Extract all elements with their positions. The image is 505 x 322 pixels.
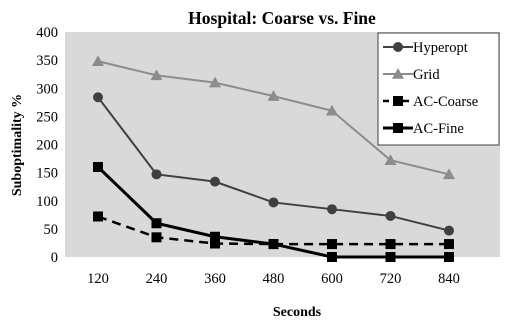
data-point <box>444 252 454 262</box>
data-point <box>384 154 397 166</box>
series-ac-fine <box>93 162 454 262</box>
y-tick-label: 300 <box>36 81 58 97</box>
series-grid <box>92 55 455 180</box>
x-tick-label: 720 <box>380 271 402 287</box>
legend-label: Grid <box>413 67 440 83</box>
legend-label: AC-Coarse <box>413 94 478 110</box>
data-point <box>151 169 162 180</box>
y-tick-label: 400 <box>36 25 58 41</box>
x-tick-label: 120 <box>87 271 109 287</box>
legend-swatch-marker <box>392 68 404 79</box>
data-point <box>443 168 455 180</box>
legend-swatch-marker <box>393 123 403 133</box>
legend-entry: Hyperopt <box>383 40 468 56</box>
data-point <box>210 176 220 187</box>
data-point <box>210 238 220 249</box>
legend: Hyperopt Grid AC-Coarse AC-Fine <box>377 32 500 146</box>
data-point <box>326 104 338 116</box>
x-axis-label: Seconds <box>273 305 322 320</box>
legend-swatch-marker <box>393 96 403 106</box>
data-point <box>327 204 337 215</box>
data-point <box>210 231 220 242</box>
y-tick-label: 50 <box>44 222 59 238</box>
data-point <box>327 239 337 250</box>
legend-label: Hyperopt <box>413 40 468 56</box>
data-point <box>209 76 221 88</box>
data-point <box>385 252 396 262</box>
data-point <box>93 92 103 103</box>
x-tick-label: 360 <box>204 271 226 287</box>
y-tick-label: 350 <box>36 53 58 69</box>
data-point <box>93 211 103 222</box>
legend-entry: AC-Coarse <box>383 94 478 110</box>
data-point <box>267 90 280 101</box>
data-point <box>385 239 396 250</box>
data-point <box>92 55 104 67</box>
y-tick-label: 200 <box>36 138 58 154</box>
x-tick-label: 840 <box>438 271 460 287</box>
data-point <box>93 162 103 172</box>
y-tick-label: 100 <box>36 194 58 210</box>
legend-entry: AC-Fine <box>383 121 464 137</box>
series-hyperopt <box>93 92 454 236</box>
data-point <box>268 239 279 250</box>
data-point <box>444 225 454 236</box>
legend-swatch-marker <box>393 42 403 52</box>
data-point <box>268 197 279 208</box>
legend-entry: Grid <box>383 67 440 83</box>
chart-title: Hospital: Coarse vs. Fine <box>188 8 376 28</box>
y-tick-label: 0 <box>51 250 58 266</box>
data-point <box>151 232 162 243</box>
y-tick-label: 150 <box>36 166 58 182</box>
y-tick-label: 250 <box>36 109 58 125</box>
x-tick-label: 600 <box>321 271 343 287</box>
data-point <box>444 239 454 250</box>
data-point <box>151 218 162 229</box>
data-point <box>385 210 396 221</box>
x-tick-label: 240 <box>146 271 168 287</box>
legend-label: AC-Fine <box>413 121 464 137</box>
x-tick-label: 480 <box>263 271 285 287</box>
data-point <box>327 252 337 262</box>
data-point <box>150 69 163 81</box>
y-axis-label: Suboptimality % <box>10 94 25 196</box>
